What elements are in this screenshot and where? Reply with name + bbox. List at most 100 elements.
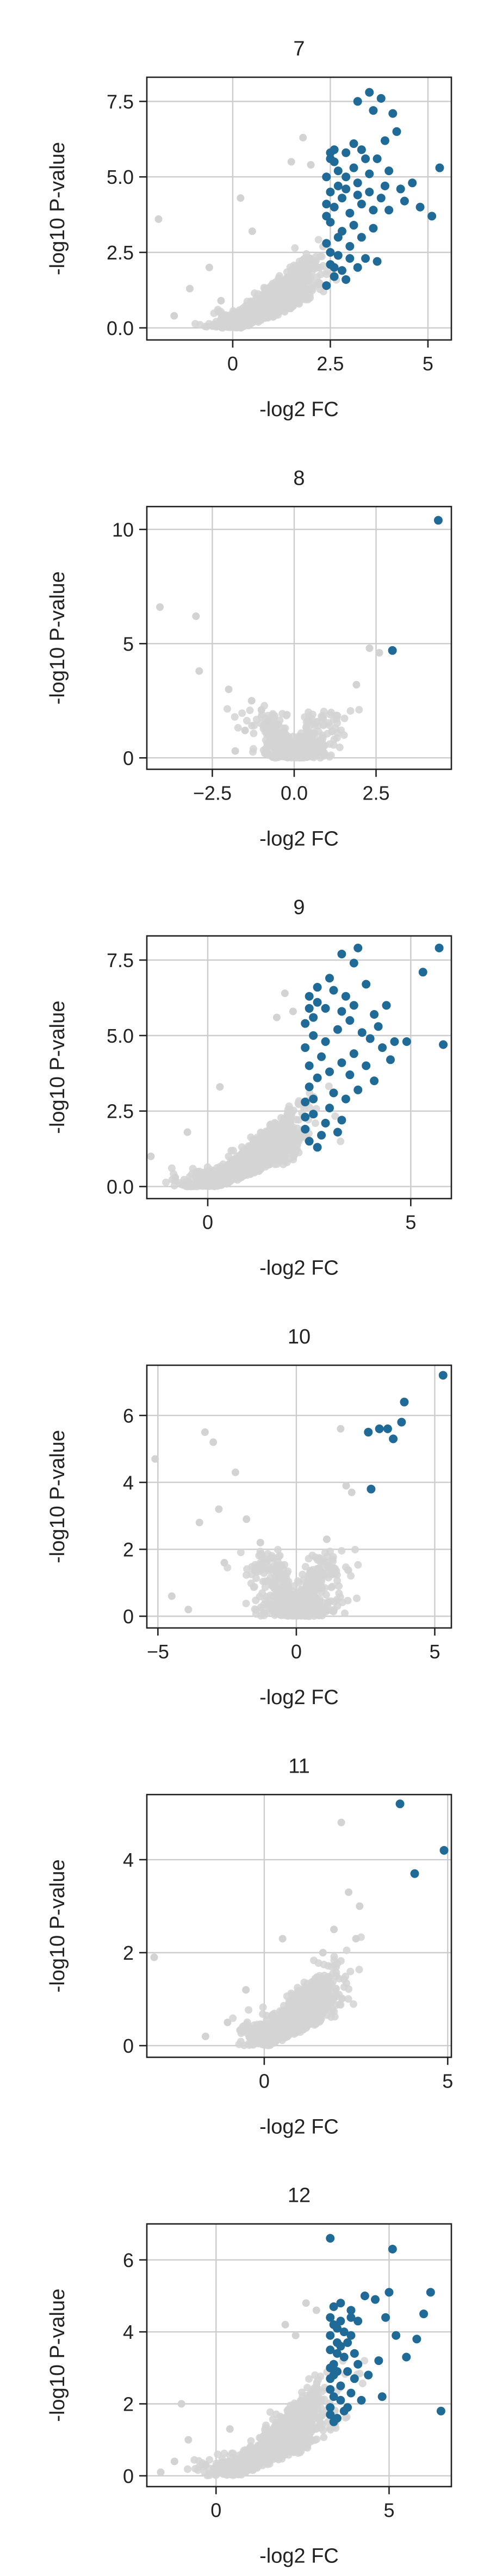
significant-point [333, 1025, 342, 1034]
nonsignificant-point [185, 284, 194, 293]
nonsignificant-point [295, 1578, 303, 1587]
nonsignificant-point [301, 1563, 309, 1571]
significant-point [345, 242, 355, 251]
x-tick-label: −5 [147, 1640, 169, 1663]
nonsignificant-point [352, 1594, 361, 1602]
y-tick-label: 2.5 [107, 1100, 134, 1123]
nonsignificant-point [308, 268, 316, 276]
nonsignificant-point [231, 747, 239, 755]
nonsignificant-point [303, 276, 312, 284]
nonsignificant-point [257, 713, 265, 721]
significant-point [326, 187, 335, 196]
x-axis-label: -log2 FC [259, 827, 339, 850]
significant-point [373, 154, 382, 163]
significant-point [396, 184, 405, 194]
significant-point [365, 1034, 375, 1043]
nonsignificant-point [223, 1177, 231, 1185]
nonsignificant-point [344, 1596, 352, 1605]
nonsignificant-point [258, 1552, 266, 1561]
significant-point [342, 172, 351, 182]
nonsignificant-point [218, 314, 226, 322]
nonsignificant-point [311, 258, 319, 267]
significant-point [427, 212, 437, 221]
nonsignificant-point [248, 227, 256, 236]
significant-point [349, 221, 358, 230]
significant-point [353, 263, 362, 272]
nonsignificant-point [314, 236, 322, 244]
y-axis-label: -log10 P-value [46, 1001, 69, 1134]
nonsignificant-point [250, 314, 258, 322]
nonsignificant-point [231, 1468, 239, 1476]
significant-point [305, 992, 314, 1001]
nonsignificant-point [252, 1606, 260, 1614]
nonsignificant-point [299, 269, 307, 277]
nonsignificant-point [296, 753, 305, 761]
nonsignificant-point [294, 1601, 302, 1609]
nonsignificant-point [291, 244, 299, 252]
nonsignificant-point [262, 750, 270, 758]
nonsignificant-point [264, 717, 272, 726]
nonsignificant-point [281, 989, 289, 998]
nonsignificant-point [283, 753, 291, 761]
significant-point [365, 187, 374, 196]
nonsignificant-point [328, 1555, 337, 1563]
y-tick-label: 10 [112, 518, 134, 541]
significant-series [364, 1371, 448, 1494]
nonsignificant-point [212, 1174, 220, 1182]
nonsignificant-point [247, 1156, 255, 1165]
nonsignificant-point [281, 1597, 289, 1605]
nonsignificant-point [271, 1120, 279, 1128]
y-tick-label: 2 [123, 1538, 134, 1561]
nonsignificant-point [331, 725, 339, 733]
points-layer [154, 88, 444, 332]
nonsignificant-point [272, 1013, 281, 1021]
y-tick-label: 4 [123, 1471, 134, 1494]
nonsignificant-point [330, 741, 338, 749]
significant-point [322, 239, 331, 248]
nonsignificant-point [340, 1609, 349, 1618]
nonsignificant-point [243, 1171, 251, 1179]
nonsignificant-point [344, 1566, 352, 1574]
nonsignificant-point [270, 1555, 278, 1563]
nonsignificant-point [209, 1438, 218, 1446]
nonsignificant-point [305, 1612, 313, 1620]
nonsignificant-point [340, 714, 349, 722]
nonsignificant-point [333, 1595, 341, 1603]
significant-point [322, 212, 331, 221]
nonsignificant-point [216, 1083, 224, 1091]
nonsignificant-point [308, 710, 317, 719]
nonsignificant-point [324, 1598, 332, 1606]
nonsignificant-point [287, 1595, 295, 1603]
nonsignificant-point [307, 161, 315, 169]
significant-point [345, 254, 355, 263]
nonsignificant-point [276, 1142, 284, 1150]
nonsignificant-point [280, 277, 288, 285]
nonsignificant-point [338, 1547, 346, 1555]
x-axis-label: -log2 FC [259, 1257, 339, 1280]
significant-point [357, 1028, 367, 1037]
significant-point [375, 1424, 384, 1433]
nonsignificant-point [252, 1574, 260, 1582]
y-tick-label: 0.0 [107, 1175, 134, 1198]
nonsignificant-point [220, 1559, 228, 1567]
nonsignificant-point [333, 734, 341, 742]
significant-point [388, 646, 397, 655]
nonsignificant-point [270, 736, 278, 745]
significant-point [317, 1131, 326, 1140]
significant-point [388, 109, 398, 118]
significant-point [322, 281, 331, 290]
nonsignificant-point [278, 286, 287, 294]
nonsignificant-point [239, 304, 247, 312]
x-tick-label: 5 [429, 1640, 440, 1663]
significant-point [415, 202, 425, 212]
significant-point [345, 1070, 355, 1080]
nonsignificant-point [197, 1171, 206, 1179]
nonsignificant-point [297, 277, 306, 285]
significant-point [384, 166, 394, 176]
nonsignificant-point [344, 1995, 352, 2003]
nonsignificant-point [210, 309, 218, 317]
